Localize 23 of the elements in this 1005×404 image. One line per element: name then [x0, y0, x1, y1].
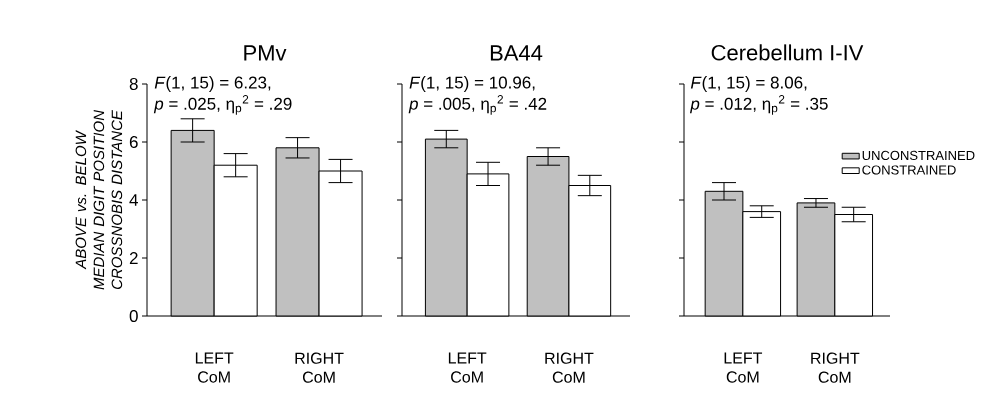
y-tick-label: 0 — [129, 309, 138, 323]
chart-title: BA44 — [490, 45, 543, 61]
x-tick-label: RIGHT CoM — [811, 352, 860, 383]
annotation: p = .005, η$_{p}$$^{2}$ = .42 — [408, 95, 547, 115]
y-tick-label: 2 — [129, 252, 138, 264]
x-tick-label: RIGHT CoM — [295, 352, 344, 383]
y-tick-label: 6 — [129, 135, 138, 149]
annotation: p = .012, η$_{p}$$^{2}$ = .35 — [689, 95, 828, 115]
annotation: p = .025, η$_{p}$$^{2}$ = .29 — [153, 95, 292, 115]
y-axis-title: ABOVE vs. BELOW MEDIAN DIGIT POSITION CROSSNOBIS DISTANCE — [75, 109, 123, 290]
annotation: F(1, 15) = 8.06, — [690, 76, 807, 92]
chart-title: PMv — [244, 45, 287, 61]
legend-label: UNCONSTRAINED — [862, 150, 975, 161]
annotation: F(1, 15) = 10.96, — [409, 76, 535, 92]
y-tick-label: 8 — [129, 77, 138, 91]
legend-label: CONSTRAINED — [862, 165, 956, 175]
x-tick-label: LEFT CoM — [724, 352, 763, 383]
x-tick-label: LEFT CoM — [195, 352, 234, 383]
x-tick-label: RIGHT CoM — [545, 352, 594, 383]
annotation: F(1, 15) = 6.23, — [154, 76, 271, 92]
chart-title: Cerebellum I-IV — [711, 44, 864, 61]
x-tick-label: LEFT CoM — [448, 352, 487, 383]
y-tick-label: 4 — [129, 194, 138, 206]
